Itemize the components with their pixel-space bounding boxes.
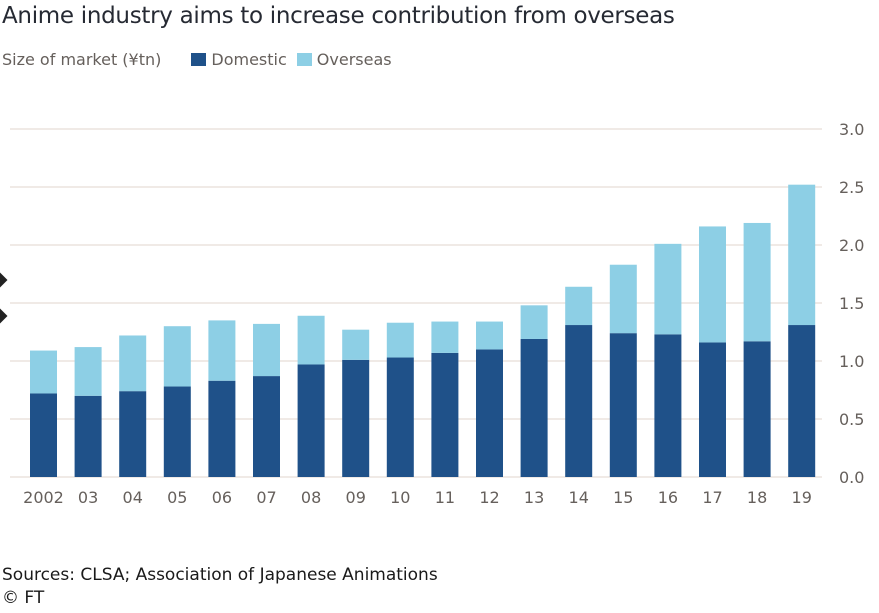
bar-overseas-08 (297, 315, 325, 365)
x-tick-label: 04 (123, 488, 143, 507)
bar-overseas-03 (74, 347, 102, 396)
legend-label-domestic: Domestic (211, 50, 287, 69)
bar-domestic-03 (74, 395, 102, 477)
bar-domestic-08 (297, 364, 325, 477)
legend-label-overseas: Overseas (316, 50, 392, 69)
bar-overseas-18 (743, 222, 771, 342)
x-tick-label: 12 (479, 488, 499, 507)
x-tick-label: 08 (301, 488, 321, 507)
legend-swatch-overseas (296, 53, 312, 66)
x-tick-label: 19 (792, 488, 812, 507)
chart-title: Anime industry aims to increase contribu… (2, 3, 675, 29)
bar-overseas-09 (342, 329, 370, 360)
bar-overseas-14 (565, 286, 593, 326)
bar-domestic-11 (431, 352, 459, 477)
bar-overseas-2002 (30, 350, 57, 394)
x-tick-label: 17 (702, 488, 722, 507)
bar-domestic-15 (609, 333, 637, 477)
bar-domestic-12 (476, 349, 503, 477)
legend-item-overseas: Overseas (296, 50, 392, 69)
subtitle-legend-row: Size of market (¥tn) Domestic Overseas (2, 50, 402, 69)
bar-domestic-2002 (30, 393, 57, 477)
bar-domestic-16 (654, 334, 682, 477)
bar-overseas-19 (788, 184, 816, 326)
bar-overseas-12 (476, 321, 503, 350)
bar-domestic-09 (342, 359, 370, 477)
y-tick-label: 1.0 (839, 352, 864, 371)
bar-overseas-17 (699, 226, 726, 343)
x-tick-label: 18 (747, 488, 767, 507)
x-tick-label: 10 (390, 488, 410, 507)
y-tick-label: 0.0 (839, 468, 864, 487)
bar-domestic-13 (520, 338, 548, 477)
bar-overseas-13 (520, 305, 548, 339)
bar-overseas-05 (163, 326, 191, 387)
chart-subtitle: Size of market (¥tn) (2, 50, 162, 69)
bar-domestic-14 (565, 325, 593, 477)
bar-domestic-17 (699, 342, 726, 477)
bar-overseas-06 (208, 320, 236, 381)
bar-domestic-19 (788, 325, 816, 477)
bar-overseas-11 (431, 321, 459, 353)
bar-domestic-18 (743, 341, 771, 477)
x-tick-label: 11 (435, 488, 455, 507)
x-tick-label: 03 (78, 488, 98, 507)
bar-domestic-10 (386, 357, 414, 477)
x-tick-label: 09 (346, 488, 366, 507)
bar-overseas-10 (386, 322, 414, 358)
bar-overseas-07 (253, 323, 280, 377)
bar-overseas-16 (654, 243, 682, 335)
bar-domestic-07 (253, 376, 280, 477)
y-tick-label: 0.5 (839, 410, 864, 429)
x-tick-label: 14 (569, 488, 589, 507)
x-tick-label: 06 (212, 488, 232, 507)
legend-item-domestic: Domestic (191, 50, 287, 69)
x-tick-label: 15 (613, 488, 633, 507)
bar-domestic-06 (208, 380, 236, 477)
x-tick-label: 16 (658, 488, 678, 507)
bar-overseas-04 (119, 335, 147, 392)
y-tick-label: 2.0 (839, 236, 864, 255)
x-tick-label: 13 (524, 488, 544, 507)
x-tick-label: 05 (167, 488, 187, 507)
y-tick-label: 1.5 (839, 294, 864, 313)
legend-swatch-domestic (191, 53, 207, 66)
y-tick-label: 2.5 (839, 178, 864, 197)
source-note: Sources: CLSA; Association of Japanese A… (2, 565, 438, 585)
copyright-note: © FT (2, 588, 45, 608)
y-tick-label: 3.0 (839, 120, 864, 139)
bar-domestic-05 (163, 386, 191, 477)
bar-overseas-15 (609, 264, 637, 334)
x-tick-label: 07 (256, 488, 276, 507)
x-tick-label: 2002 (23, 488, 64, 507)
bar-domestic-04 (119, 391, 147, 477)
